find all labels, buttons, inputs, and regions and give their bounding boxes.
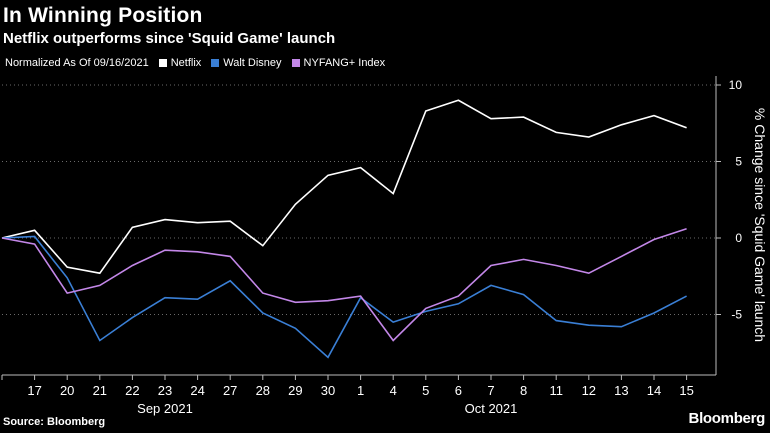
legend-swatch-nyfang	[291, 59, 300, 67]
legend-swatch-walt-disney	[211, 59, 220, 67]
chart-title: In Winning Position	[3, 4, 203, 27]
x-tick-label: 20	[60, 383, 74, 398]
chart-subtitle: Netflix outperforms since 'Squid Game' l…	[3, 30, 336, 47]
legend-normalized-note: Normalized As Of 09/16/2021	[5, 57, 149, 69]
y-tick-label: 5	[735, 155, 742, 169]
x-tick-label: 15	[679, 383, 693, 398]
series-line-netflix	[1, 99, 687, 275]
y-tick-label: 10	[729, 78, 743, 92]
x-month-label: Oct 2021	[465, 401, 518, 416]
y-tick-label: -5	[731, 308, 742, 322]
x-tick-label: 8	[520, 383, 527, 398]
x-tick-label: 6	[455, 383, 462, 398]
x-tick-label: 27	[223, 383, 237, 398]
bloomberg-logo: Bloomberg	[688, 410, 766, 427]
y-axis-title: % Change since 'Squid Game' launch	[752, 108, 768, 342]
x-tick-label: 28	[256, 383, 270, 398]
x-tick-label: 7	[487, 383, 494, 398]
x-tick-label: 22	[125, 383, 139, 398]
legend-item-netflix: Netflix	[158, 57, 202, 69]
x-tick-label: 4	[390, 383, 397, 398]
x-tick-label: 1	[357, 383, 364, 398]
x-tick-label: 12	[582, 383, 596, 398]
x-tick-label: 14	[647, 383, 661, 398]
x-tick-label: 30	[321, 383, 335, 398]
legend-label-nyfang: NYFANG+ Index	[303, 57, 386, 69]
x-tick-label: 5	[422, 383, 429, 398]
x-tick-label: 13	[614, 383, 628, 398]
legend-label-walt-disney: Walt Disney	[223, 57, 282, 69]
legend: Normalized As Of 09/16/2021 Netflix Walt…	[5, 57, 385, 69]
y-tick-label: 0	[735, 231, 742, 245]
x-tick-label: 11	[549, 383, 563, 398]
legend-item-walt-disney: Walt Disney	[211, 57, 282, 69]
legend-item-nyfang: NYFANG+ Index	[291, 57, 386, 69]
series-line-walt-disney	[1, 235, 687, 359]
legend-swatch-netflix	[158, 59, 167, 67]
source-note: Source: Bloomberg	[3, 416, 106, 428]
x-tick-label: 24	[190, 383, 204, 398]
series-line-nyfang-index	[1, 228, 687, 342]
x-tick-label: 23	[158, 383, 172, 398]
x-tick-label: 21	[93, 383, 107, 398]
x-month-label: Sep 2021	[137, 401, 193, 416]
x-tick-label: 17	[27, 383, 41, 398]
legend-label-netflix: Netflix	[170, 57, 202, 69]
x-tick-label: 29	[288, 383, 302, 398]
